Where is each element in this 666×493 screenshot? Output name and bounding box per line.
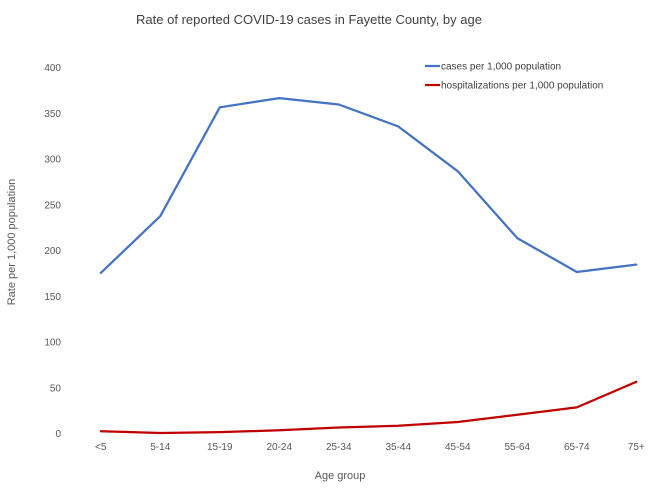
x-axis: <5 5-14 15-19 20-24 25-34 35-44 45-54 55-64 65-7… (95, 442, 645, 453)
y-tick-label: 400 (44, 63, 61, 74)
legend: cases per 1,000 population hospitalizatio… (425, 62, 603, 92)
cases-series-line (99, 96, 638, 275)
x-tick-label: <5 (95, 442, 107, 453)
legend-label: hospitalizations per 1,000 population (441, 81, 603, 92)
y-tick-label: 50 (50, 383, 62, 394)
legend-label: cases per 1,000 population (441, 62, 561, 73)
x-tick-label: 20-24 (266, 442, 292, 453)
x-tick-label: 35-44 (385, 442, 411, 453)
x-tick-label: 25-34 (326, 442, 352, 453)
x-tick-label: 75+ (628, 442, 645, 453)
x-axis-title: Age group (315, 470, 366, 482)
y-tick-label: 300 (44, 155, 61, 166)
x-tick-label: 5-14 (150, 442, 170, 453)
hospitalizations-series-line (99, 380, 638, 435)
y-tick-label: 350 (44, 109, 61, 120)
y-axis: 0 50 100 150 200 250 300 350 400 (44, 63, 61, 440)
y-tick-label: 250 (44, 200, 61, 211)
x-tick-label: 55-64 (504, 442, 530, 453)
y-tick-label: 200 (44, 246, 61, 257)
x-tick-label: 45-54 (445, 442, 471, 453)
x-tick-label: 15-19 (207, 442, 233, 453)
chart-title: Rate of reported COVID-19 cases in Fayet… (136, 12, 482, 27)
y-axis-title: Rate per 1,000 population (6, 179, 18, 306)
y-tick-label: 150 (44, 292, 61, 303)
y-tick-label: 100 (44, 338, 61, 349)
x-tick-label: 65-74 (564, 442, 590, 453)
plot-area (99, 96, 638, 435)
y-tick-label: 0 (55, 429, 61, 440)
